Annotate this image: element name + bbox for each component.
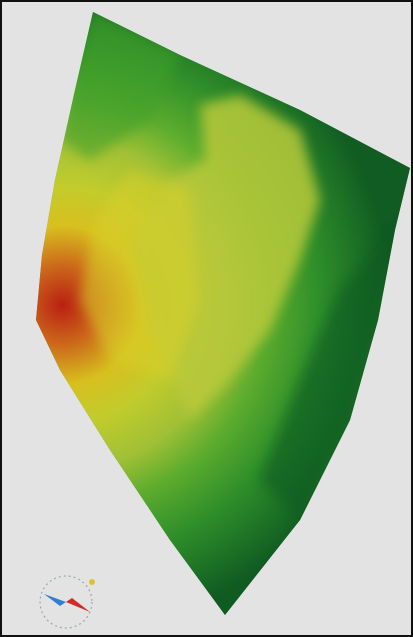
terrain-view [0,0,413,637]
page [0,0,413,637]
